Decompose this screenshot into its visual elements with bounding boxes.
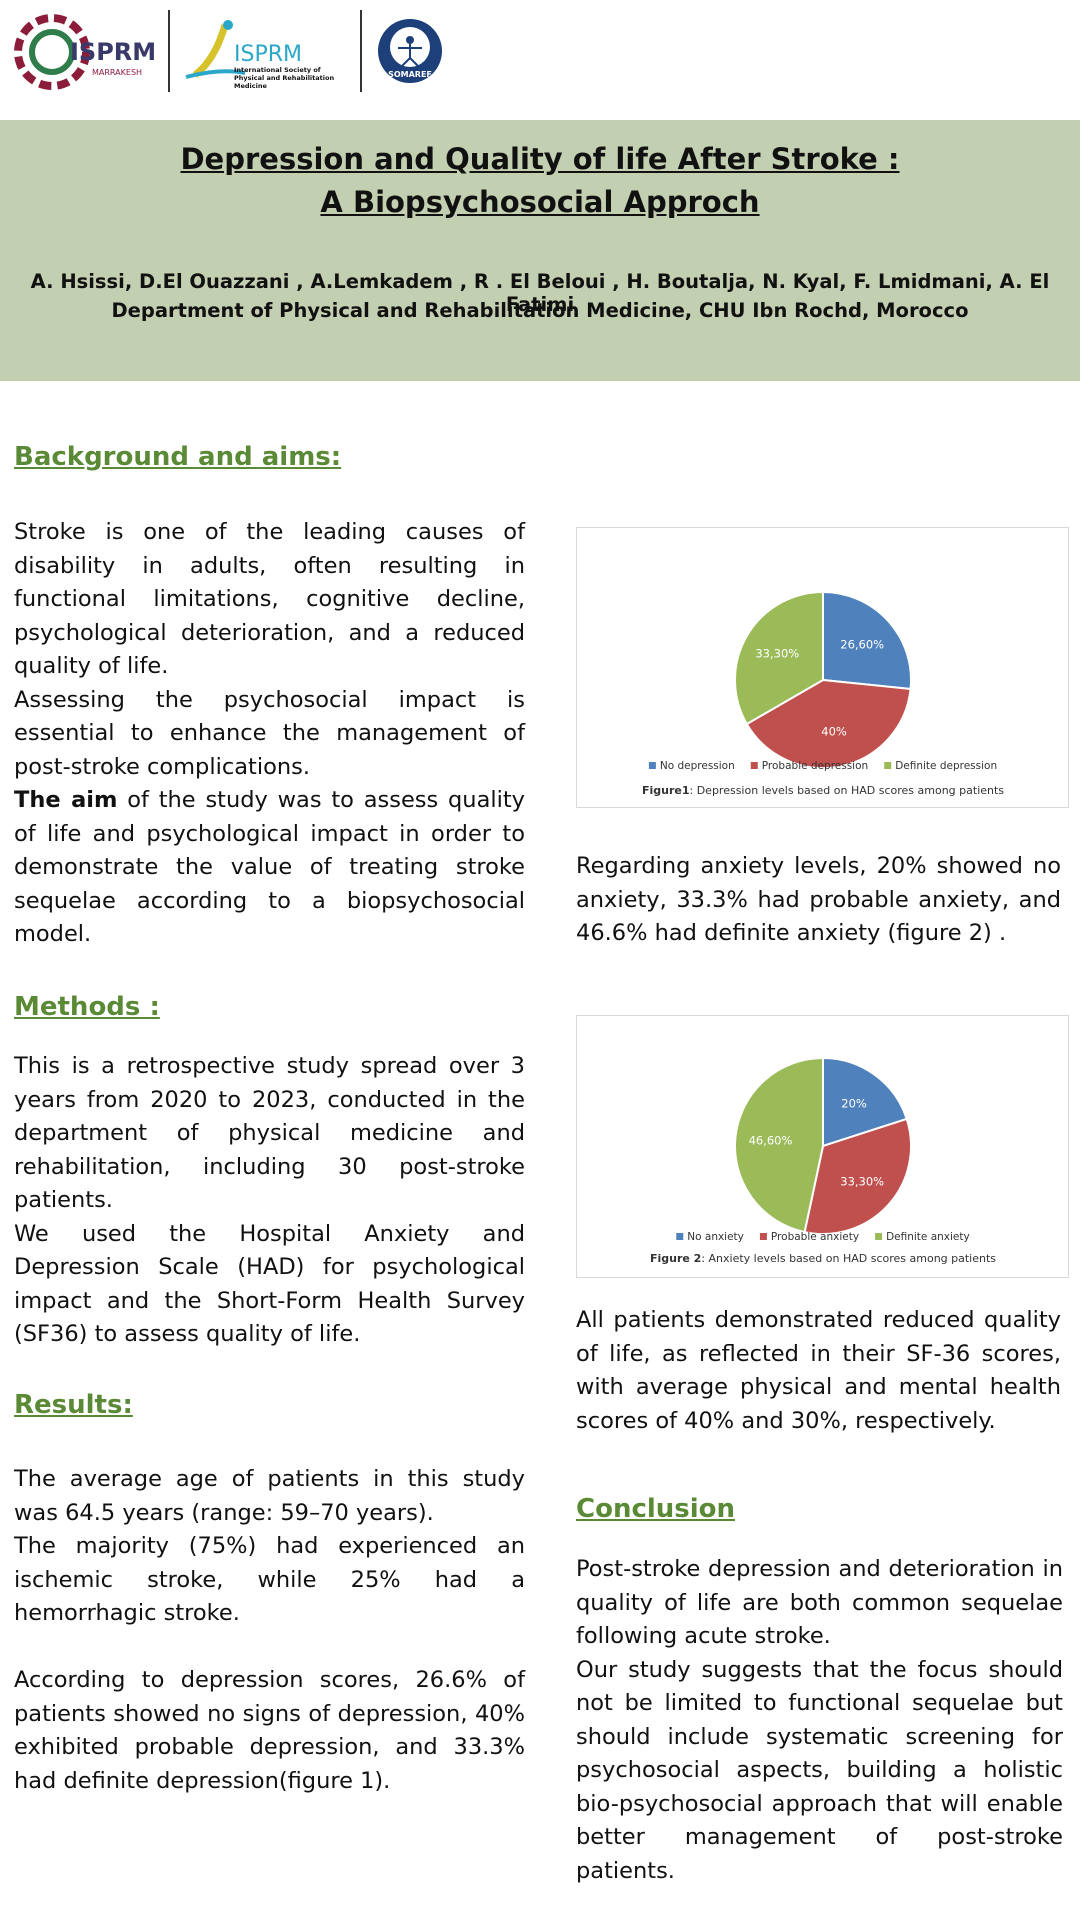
congress-logo: ISPRM MARRAKESH xyxy=(14,14,156,90)
caption-label: Figure 2 xyxy=(650,1252,701,1265)
pie-slice xyxy=(822,1056,908,1148)
caption-label: Figure1 xyxy=(642,784,690,797)
pie-chart: 20% 33,30% 46,60% No anxiety Probable anxiet… xyxy=(650,1056,996,1265)
legend-label: Definite depression xyxy=(895,760,997,772)
title: Depression and Quality of life After Str… xyxy=(180,142,900,176)
data-label: 33,30% xyxy=(755,647,799,661)
section-heading: Methods : xyxy=(14,992,160,1022)
legend-swatch xyxy=(648,762,656,769)
paragraph: All patients demonstrated reduced qualit… xyxy=(576,1307,1061,1434)
text-block: All patients demonstrated reduced qualit… xyxy=(576,1304,1061,1438)
paragraph: Regarding anxiety levels, 20% showed no … xyxy=(576,853,1061,946)
paragraph: Post-stroke depression and deterioration… xyxy=(576,1556,1063,1649)
pie-slice xyxy=(734,590,824,726)
header-band xyxy=(0,120,1080,381)
pie-slice xyxy=(745,678,912,769)
text-block: This is a retrospective study spread ove… xyxy=(14,1050,525,1352)
data-label: 20% xyxy=(841,1096,867,1110)
paragraph: We used the Hospital Anxiety and Depress… xyxy=(14,1220,525,1348)
legend-label: Probable depression xyxy=(762,760,868,772)
paragraph: The aim of the study was to assess quali… xyxy=(14,784,525,952)
data-label: 33,30% xyxy=(840,1174,884,1188)
text-block: Stroke is one of the leading causes of d… xyxy=(14,516,525,952)
caption: Figure 2: Anxiety levels based on HAD sc… xyxy=(650,1252,996,1265)
legend-label: Probable anxiety xyxy=(771,1231,859,1243)
text-block: The average age of patients in this stud… xyxy=(14,1463,525,1798)
caption-text: : Anxiety levels based on HAD scores amo… xyxy=(701,1252,996,1265)
data-label: 46,60% xyxy=(749,1133,793,1147)
logos: ISPRM MARRAKESH ISPRM International Soci… xyxy=(14,10,442,92)
legend-swatch xyxy=(884,762,892,769)
section-heading: Results: xyxy=(14,1390,133,1420)
paragraph: Assessing the psychosocial impact is ess… xyxy=(14,686,525,780)
text: of the study was to assess quality of li… xyxy=(14,787,525,947)
pie-slice xyxy=(803,1117,912,1235)
logo-text: SOMAREF xyxy=(388,70,432,79)
legend-swatch xyxy=(759,1233,767,1240)
legend-swatch xyxy=(750,762,758,769)
paragraph: According to depression scores, 26.6% of… xyxy=(14,1667,525,1794)
text-block: Regarding anxiety levels, 20% showed no … xyxy=(576,850,1061,951)
section-heading: Background and aims: xyxy=(14,442,342,472)
title: A Biopsychosocial Approch xyxy=(320,185,760,219)
text-block: Post-stroke depression and deterioration… xyxy=(576,1553,1063,1888)
paragraph: This is a retrospective study spread ove… xyxy=(14,1053,525,1213)
bold-text: The aim xyxy=(14,787,118,813)
caption-text: : Depression levels based on HAD scores … xyxy=(690,784,1005,797)
somaref-logo: SOMAREF xyxy=(378,19,442,83)
logo-text: ISPRM xyxy=(234,42,302,67)
pie-slice xyxy=(734,1056,824,1234)
paragraph: The majority (75%) had experienced an is… xyxy=(14,1533,525,1626)
legend-label: No anxiety xyxy=(687,1231,744,1243)
legend-swatch xyxy=(875,1233,883,1240)
authors: A. Hsissi, D.El Ouazzani , A.Lemkadem , … xyxy=(30,270,1050,316)
logo-text: MARRAKESH xyxy=(92,68,142,77)
data-label: 40% xyxy=(821,725,847,739)
paragraph: Stroke is one of the leading causes of d… xyxy=(14,519,525,679)
section-heading: Conclusion xyxy=(576,1494,736,1524)
legend-label: Definite anxiety xyxy=(886,1231,970,1243)
pie-chart: 26,60% 40% 33,30% No depression Probable dep… xyxy=(642,590,1004,797)
legend-swatch xyxy=(676,1233,684,1240)
isprm-logo: ISPRM International Society of Physical … xyxy=(185,20,335,90)
logo-subtext: International Society of Physical and Re… xyxy=(234,66,335,90)
figure: 26,60% 40% 33,30% No depression Probable dep… xyxy=(576,527,1069,808)
caption: Figure1: Depression levels based on HAD … xyxy=(642,784,1004,797)
figure: 20% 33,30% 46,60% No anxiety Probable anxiet… xyxy=(576,1015,1069,1278)
data-label: 26,60% xyxy=(840,638,884,652)
logo-text: ISPRM xyxy=(70,38,156,66)
paragraph: Our study suggests that the focus should… xyxy=(576,1656,1063,1884)
legend-label: No depression xyxy=(660,760,735,772)
pie-slice xyxy=(822,590,912,691)
affiliation: Department of Physical and Rehabilitatio… xyxy=(111,299,969,322)
paragraph: The average age of patients in this stud… xyxy=(14,1466,525,1526)
